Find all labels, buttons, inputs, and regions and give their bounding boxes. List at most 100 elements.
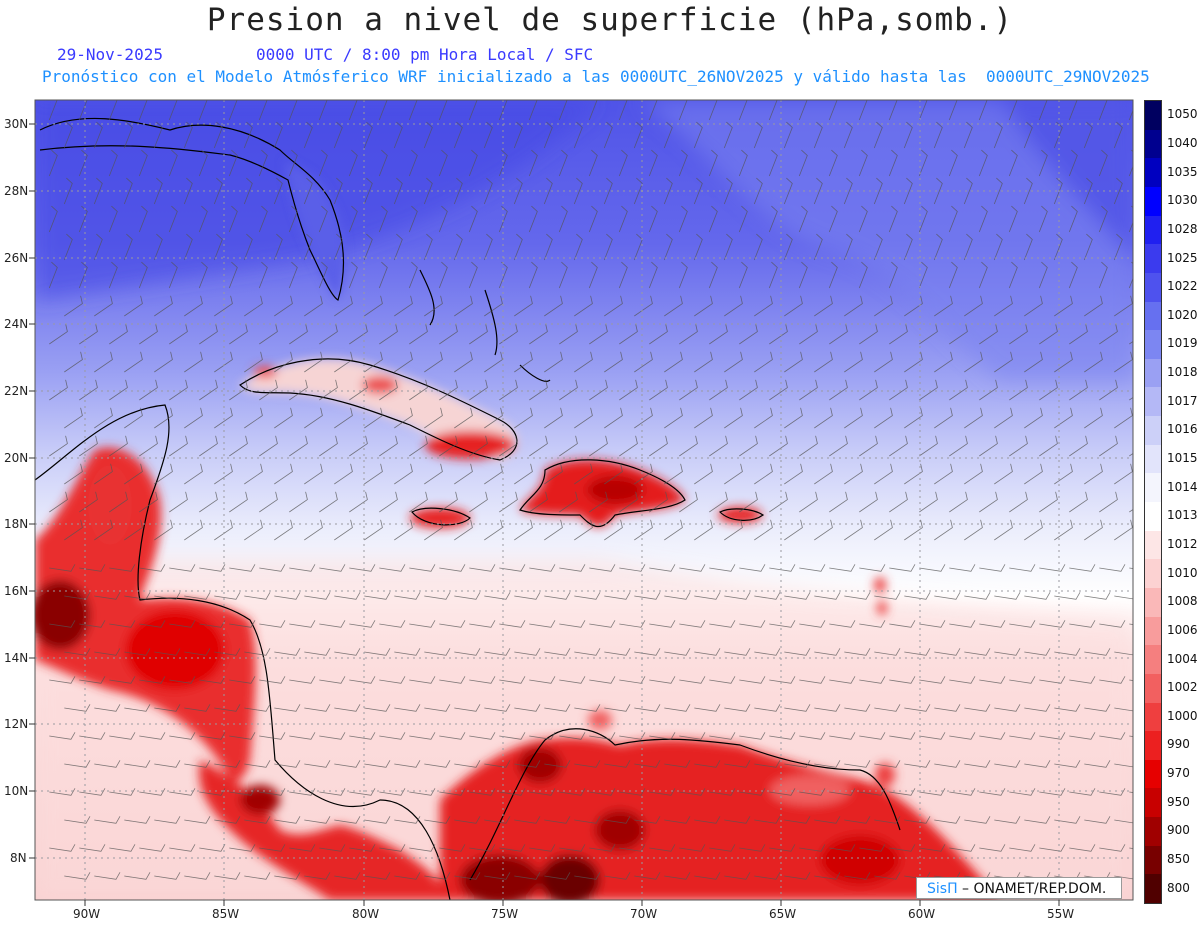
colorbar <box>1144 100 1162 904</box>
wind-barb <box>994 295 1013 317</box>
wind-barb <box>1024 816 1051 824</box>
wind-barb <box>904 295 923 317</box>
colorbar-cell <box>1145 731 1161 761</box>
wind-barb <box>799 676 826 684</box>
wind-barb <box>424 351 443 373</box>
wind-barb <box>859 435 878 457</box>
wind-barb <box>994 648 1021 656</box>
wind-barb <box>109 732 136 740</box>
wind-barb <box>199 676 226 684</box>
wind-barb <box>543 121 553 149</box>
wind-barb <box>994 463 1013 485</box>
wind-barb <box>1009 564 1036 572</box>
wind-barb <box>334 704 361 712</box>
wind-barb <box>409 676 436 684</box>
wind-barb <box>348 261 358 289</box>
wind-barb <box>649 732 676 740</box>
wind-barb <box>274 816 301 824</box>
wind-barb <box>319 620 346 628</box>
wind-barb <box>889 491 908 513</box>
wind-barb <box>288 100 298 121</box>
wind-barb <box>49 491 68 513</box>
wind-barb <box>873 177 883 205</box>
wind-barb <box>109 844 136 852</box>
wind-barb <box>573 121 583 149</box>
wind-barb <box>364 704 391 712</box>
wind-barb <box>829 491 848 513</box>
wind-barb <box>739 323 758 345</box>
wind-barb <box>438 100 448 121</box>
wind-barb <box>394 704 421 712</box>
wind-barb <box>274 351 293 373</box>
wind-barb <box>1024 407 1043 429</box>
wind-barb <box>124 648 151 656</box>
wind-barb <box>678 205 688 233</box>
wind-barb <box>334 648 361 656</box>
wind-barb <box>289 323 308 345</box>
wind-barb <box>979 564 1006 572</box>
wind-barb <box>559 323 578 345</box>
wind-barb <box>619 323 638 345</box>
wind-barb <box>994 704 1021 712</box>
lon-label: 85W <box>212 907 240 921</box>
wind-barb <box>663 233 673 261</box>
colorbar-label: 1013 <box>1167 508 1198 523</box>
wind-barb <box>154 519 173 541</box>
wind-barb <box>634 463 653 485</box>
wind-barb <box>604 760 631 768</box>
wind-barb <box>679 788 706 796</box>
wind-barb <box>274 463 293 485</box>
wind-barb <box>874 463 893 485</box>
wind-barb <box>484 816 511 824</box>
wind-barb <box>259 435 278 457</box>
wind-barb <box>708 100 718 121</box>
wind-barb <box>829 788 856 796</box>
wind-barb <box>94 295 113 317</box>
wind-barb <box>589 844 616 852</box>
wind-barb <box>63 121 73 149</box>
wind-barb <box>439 564 466 572</box>
wind-barb <box>469 676 496 684</box>
colorbar-cell <box>1145 129 1161 159</box>
wind-barb <box>573 177 583 205</box>
wind-barb <box>154 592 181 600</box>
wind-barb <box>574 648 601 656</box>
wind-barb <box>93 177 103 205</box>
wind-barb <box>1009 732 1036 740</box>
wind-barb <box>784 295 803 317</box>
wind-barb <box>1039 676 1066 684</box>
wind-barb <box>769 732 796 740</box>
wind-barb <box>1068 149 1078 177</box>
wind-barb <box>304 648 331 656</box>
wind-barb <box>1068 205 1078 233</box>
colorbar-cell <box>1145 272 1161 302</box>
wind-barb <box>243 121 253 149</box>
wind-barb <box>318 205 328 233</box>
wind-barb <box>1099 435 1118 457</box>
wind-barb <box>408 149 418 177</box>
wind-barb <box>199 435 218 457</box>
wind-barb <box>679 620 706 628</box>
wind-barb <box>454 648 481 656</box>
wind-barb <box>619 564 646 572</box>
wind-barb <box>888 261 898 289</box>
wind-barb <box>1084 704 1111 712</box>
wind-barb <box>889 323 908 345</box>
wind-barb <box>1054 760 1081 768</box>
wind-barb <box>468 149 478 177</box>
wind-barb <box>814 407 833 429</box>
wind-barb <box>214 648 241 656</box>
wind-barb <box>589 435 608 457</box>
wind-barb <box>754 295 773 317</box>
wind-barb <box>679 564 706 572</box>
wind-barb <box>364 519 383 541</box>
wind-barb <box>709 491 728 513</box>
wind-barb <box>979 620 1006 628</box>
wind-barb <box>739 844 766 852</box>
wind-barb <box>619 379 638 401</box>
wind-barb <box>829 844 856 852</box>
wind-barb <box>78 261 88 289</box>
wind-barb <box>738 149 748 177</box>
wind-barb <box>589 620 616 628</box>
wind-barb <box>708 261 718 289</box>
